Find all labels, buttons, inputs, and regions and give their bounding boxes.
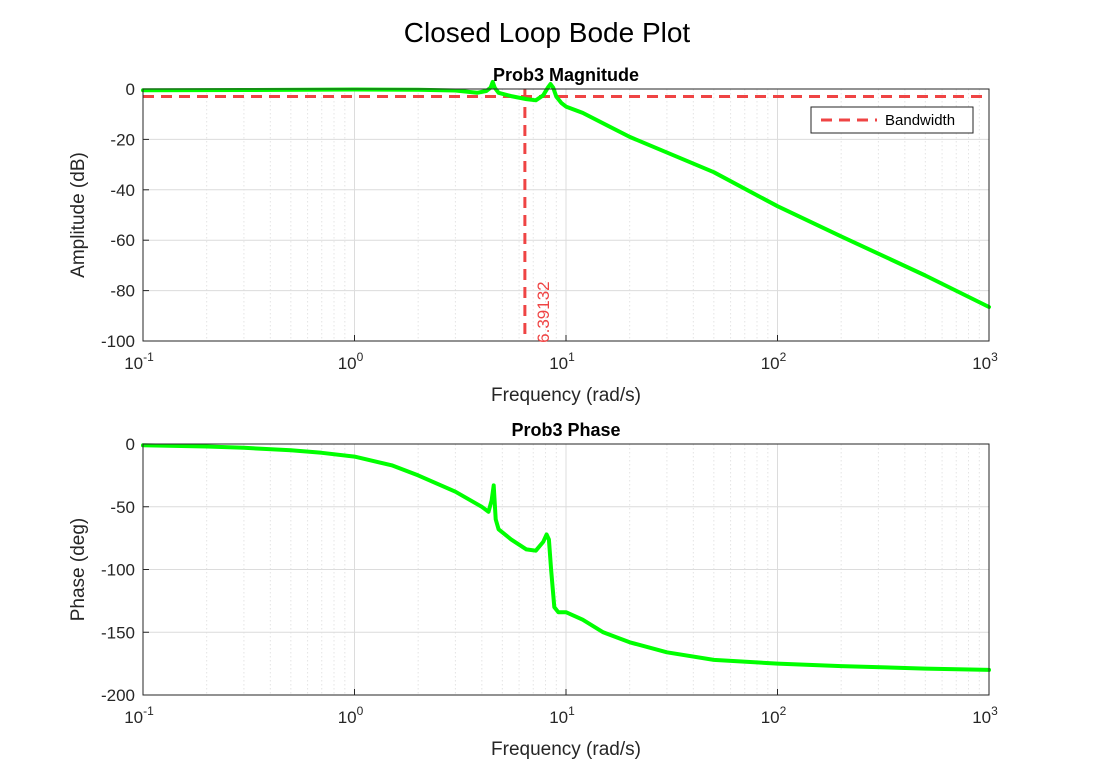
magnitude-x-tick-labels: 10-1 100 101 102 103 — [124, 350, 998, 373]
y-tick-label: -100 — [101, 332, 135, 351]
phase-series — [141, 443, 991, 672]
phase-x-tick-labels: 10-1 100 101 102 103 — [124, 704, 998, 727]
series-line-0 — [141, 443, 991, 672]
magnitude-title: Prob3 Magnitude — [493, 65, 639, 85]
x-tick-label: 101 — [549, 350, 575, 373]
magnitude-x-axis-label: Frequency (rad/s) — [491, 385, 641, 406]
bandwidth-frequency-annotation: 6.39132 — [534, 281, 553, 342]
x-tick-label: 101 — [549, 704, 575, 727]
x-tick-label: 102 — [761, 350, 787, 373]
magnitude-bandwidth-lines — [143, 89, 989, 341]
magnitude-series — [141, 79, 991, 309]
x-tick-label: 100 — [338, 704, 364, 727]
y-tick-label: -20 — [110, 130, 135, 149]
y-tick-label: 0 — [126, 80, 135, 99]
phase-y-tick-labels: 0 -50 -100 -150 -200 — [101, 435, 135, 705]
y-tick-label: -150 — [101, 623, 135, 642]
phase-grid — [142, 443, 990, 696]
magnitude-y-tick-labels: 0 -20 -40 -60 -80 -100 — [101, 80, 135, 351]
x-tick-label: 103 — [972, 704, 998, 727]
y-tick-label: -80 — [110, 282, 135, 301]
y-tick-label: -200 — [101, 686, 135, 705]
y-tick-label: -40 — [110, 181, 135, 200]
phase-title: Prob3 Phase — [511, 420, 620, 440]
phase-axes: 10-1 100 101 102 103 0 -50 -100 -150 -200 Prob3 … — [68, 420, 998, 760]
phase-frame — [142, 443, 990, 696]
phase-x-axis-label: Frequency (rad/s) — [491, 739, 641, 760]
magnitude-y-axis-label: Amplitude (dB) — [68, 152, 89, 278]
y-tick-label: -50 — [110, 498, 135, 517]
phase-y-axis-label: Phase (deg) — [68, 518, 89, 622]
legend-box — [810, 106, 974, 134]
x-tick-label: 10-1 — [124, 350, 154, 373]
series-line-0 — [141, 79, 991, 309]
axes-box — [142, 443, 990, 696]
x-tick-label: 102 — [761, 704, 787, 727]
axes-box — [142, 88, 990, 342]
x-tick-label: 10-1 — [124, 704, 154, 727]
y-tick-label: 0 — [126, 435, 135, 454]
legend: Bandwidth — [810, 106, 974, 134]
y-tick-label: -100 — [101, 561, 135, 580]
magnitude-frame — [142, 88, 990, 342]
magnitude-axes: 10-1 100 101 102 103 0 -20 -40 -60 -80 -100 Prob3… — [68, 65, 998, 406]
y-tick-label: -60 — [110, 231, 135, 250]
figure-title: Closed Loop Bode Plot — [404, 17, 691, 48]
legend-entry-bandwidth: Bandwidth — [885, 112, 955, 129]
x-tick-label: 100 — [338, 350, 364, 373]
x-tick-label: 103 — [972, 350, 998, 373]
